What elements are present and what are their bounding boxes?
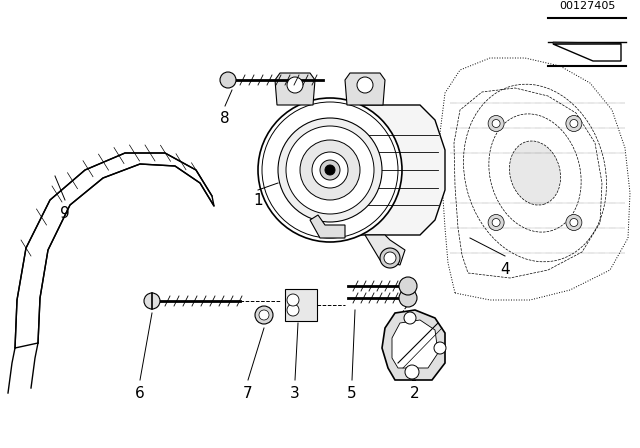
- Polygon shape: [275, 73, 315, 105]
- Polygon shape: [382, 310, 445, 380]
- Circle shape: [399, 277, 417, 295]
- Circle shape: [570, 120, 578, 128]
- Circle shape: [488, 116, 504, 132]
- Circle shape: [566, 215, 582, 231]
- Polygon shape: [365, 235, 405, 265]
- Circle shape: [220, 72, 236, 88]
- Polygon shape: [285, 289, 317, 321]
- Circle shape: [325, 165, 335, 175]
- Text: 00127405: 00127405: [559, 1, 615, 11]
- Circle shape: [570, 219, 578, 227]
- Text: 5: 5: [347, 385, 357, 401]
- Circle shape: [312, 152, 348, 188]
- Circle shape: [405, 365, 419, 379]
- Polygon shape: [15, 153, 214, 348]
- Circle shape: [287, 77, 303, 93]
- Polygon shape: [440, 58, 630, 300]
- Text: 3: 3: [290, 385, 300, 401]
- Circle shape: [492, 120, 500, 128]
- Circle shape: [300, 140, 360, 200]
- Circle shape: [404, 312, 416, 324]
- Circle shape: [380, 248, 400, 268]
- Circle shape: [259, 310, 269, 320]
- Circle shape: [144, 293, 160, 309]
- Circle shape: [287, 304, 299, 316]
- Text: 6: 6: [135, 385, 145, 401]
- Polygon shape: [350, 105, 445, 235]
- Circle shape: [287, 294, 299, 306]
- Polygon shape: [553, 42, 621, 44]
- Circle shape: [255, 306, 273, 324]
- Circle shape: [566, 116, 582, 132]
- Text: 9: 9: [60, 206, 70, 220]
- Circle shape: [399, 289, 417, 307]
- Polygon shape: [345, 73, 385, 105]
- Text: 7: 7: [243, 385, 253, 401]
- Circle shape: [320, 160, 340, 180]
- Circle shape: [492, 219, 500, 227]
- Circle shape: [434, 342, 446, 354]
- Circle shape: [258, 98, 402, 242]
- Text: 4: 4: [500, 263, 510, 277]
- Ellipse shape: [509, 141, 561, 205]
- Polygon shape: [392, 320, 438, 368]
- Circle shape: [357, 77, 373, 93]
- Circle shape: [488, 215, 504, 231]
- Polygon shape: [553, 44, 621, 61]
- Circle shape: [278, 118, 382, 222]
- Text: 8: 8: [220, 111, 230, 125]
- Text: 1: 1: [253, 193, 263, 207]
- Text: 2: 2: [410, 385, 420, 401]
- Circle shape: [286, 126, 374, 214]
- Polygon shape: [310, 215, 345, 238]
- Circle shape: [384, 252, 396, 264]
